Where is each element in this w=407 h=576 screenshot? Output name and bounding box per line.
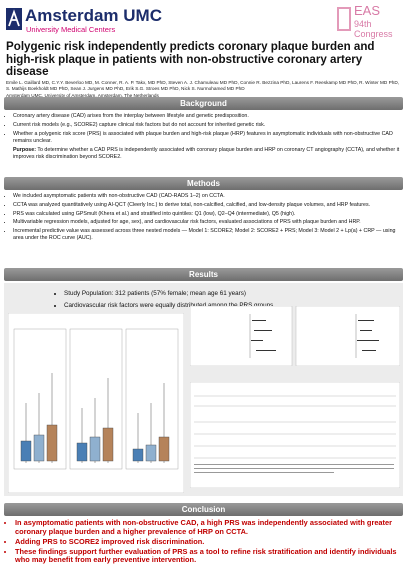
congress-edition: 94th Congress [354,19,393,39]
bullet: These findings support further evaluatio… [15,547,401,565]
background-text: Coronary artery disease (CAD) arises fro… [5,113,401,161]
boxplot-figure [8,313,184,493]
bullet: Whether a polygenic risk score (PRS) is … [13,131,401,146]
purpose-label: Purpose: [13,146,36,153]
bullet-list: Coronary artery disease (CAD) arises fro… [5,113,401,145]
bullet: PRS was calculated using GPSmult (Khera … [13,211,401,218]
section-heading: Conclusion [4,503,403,516]
logo-name: Amsterdam UMC [25,6,162,25]
bullet: We included asymptomatic patients with n… [13,193,401,200]
bullet-list: Study Population: 312 patients (57% fema… [56,289,386,311]
bullet: Coronary artery disease (CAD) arises fro… [13,113,401,120]
bullet: Adding PRS to SCORE2 improved risk discr… [15,537,401,547]
congress-name: EAS [354,3,381,18]
bullet: Cardiovascular risk factors were equally… [64,301,386,311]
bullet: Current risk models (e.g., SCORE2) captu… [13,122,401,129]
methods-text: We included asymptomatic patients with n… [5,193,401,244]
table-figure [190,382,400,488]
bullet-list: In asymptomatic patients with non-obstru… [5,518,401,565]
bullet: Incremental predictive value was assesse… [13,228,401,243]
logo-sub: University Medical Centers [26,25,116,34]
purpose-text: To determine whether a CAD PRS is indepe… [13,146,400,160]
results-text: Study Population: 312 patients (57% fema… [56,289,386,312]
bullet: In asymptomatic patients with non-obstru… [15,518,401,536]
section-heading: Background [4,97,403,110]
logo-icon [6,8,22,30]
bullet: Study Population: 312 patients (57% fema… [64,289,386,299]
section-heading: Results [4,268,403,281]
bullet: CCTA was analyzed quantitatively using A… [13,202,401,209]
authors: Emile L. Gaillard MD, C.Y.Y. Beverloo MD… [6,80,400,91]
purpose: Purpose: To determine whether a CAD PRS … [5,147,401,162]
congress-icon [337,7,351,31]
forest-plot-figure [190,306,400,366]
bullet-list: We included asymptomatic patients with n… [5,193,401,243]
title: Polygenic risk independently predicts co… [6,40,375,79]
section-heading: Methods [4,177,403,190]
affiliation: Amsterdam UMC, University of Amsterdam, … [6,93,159,98]
bullet: Multivariable regression models, adjuste… [13,219,401,226]
conclusion-text: In asymptomatic patients with non-obstru… [5,518,401,566]
